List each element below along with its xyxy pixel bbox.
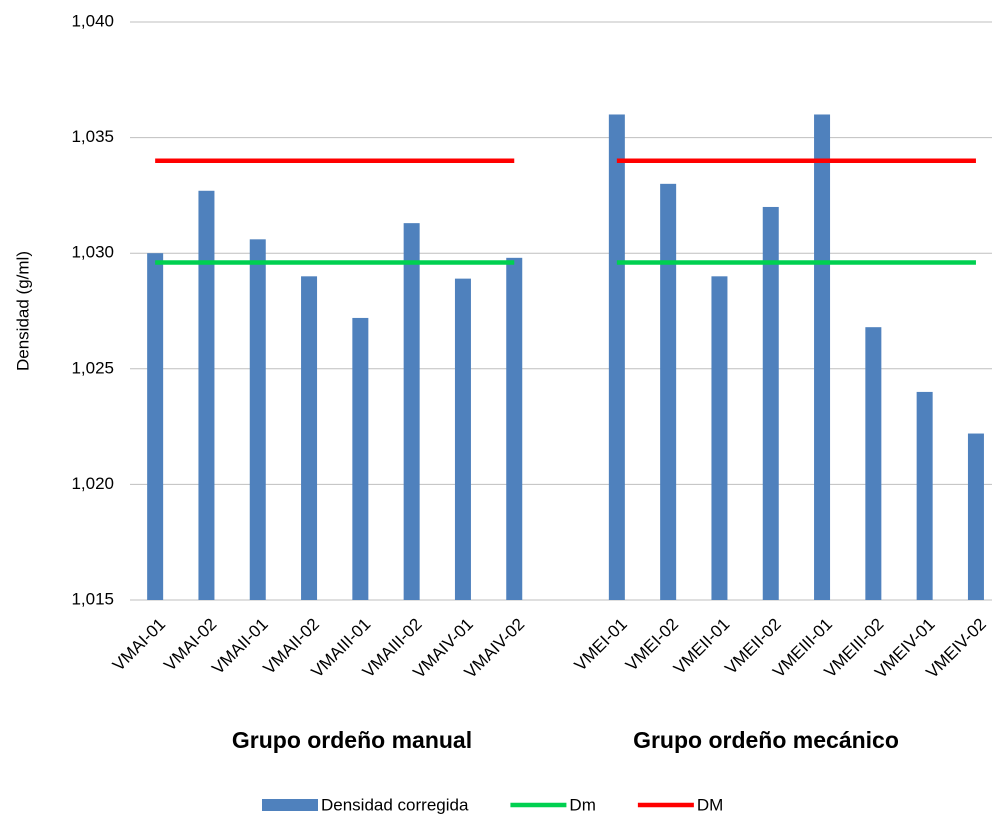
y-tick-label: 1,015 xyxy=(71,589,114,608)
bar xyxy=(198,190,215,600)
group-label: Grupo ordeño mecánico xyxy=(633,727,899,753)
legend-label: Densidad corregida xyxy=(321,795,469,814)
bar xyxy=(916,391,933,600)
legend-swatch xyxy=(262,799,318,811)
bar xyxy=(814,114,831,600)
bar xyxy=(762,206,779,600)
y-tick-label: 1,035 xyxy=(71,127,114,146)
x-tick-label: VMAI-01 xyxy=(109,615,169,675)
y-tick-label: 1,020 xyxy=(71,474,114,493)
bar xyxy=(403,223,420,601)
group-label: Grupo ordeño manual xyxy=(232,727,472,753)
bar xyxy=(711,276,728,600)
bar xyxy=(147,253,164,600)
bar xyxy=(660,183,677,600)
legend-label: DM xyxy=(697,795,723,814)
y-axis-label: Densidad (g/ml) xyxy=(13,251,32,371)
legend-label: Dm xyxy=(569,795,595,814)
bar xyxy=(454,278,471,600)
bar xyxy=(865,327,882,600)
bar xyxy=(301,276,318,600)
y-tick-label: 1,025 xyxy=(71,358,114,377)
bar xyxy=(608,114,625,600)
bar xyxy=(506,257,523,600)
bar xyxy=(352,317,369,600)
x-tick-label: VMEI-01 xyxy=(571,615,631,675)
y-tick-label: 1,040 xyxy=(71,11,114,30)
bar xyxy=(249,239,266,600)
y-tick-label: 1,030 xyxy=(71,243,114,262)
bar xyxy=(967,433,984,600)
